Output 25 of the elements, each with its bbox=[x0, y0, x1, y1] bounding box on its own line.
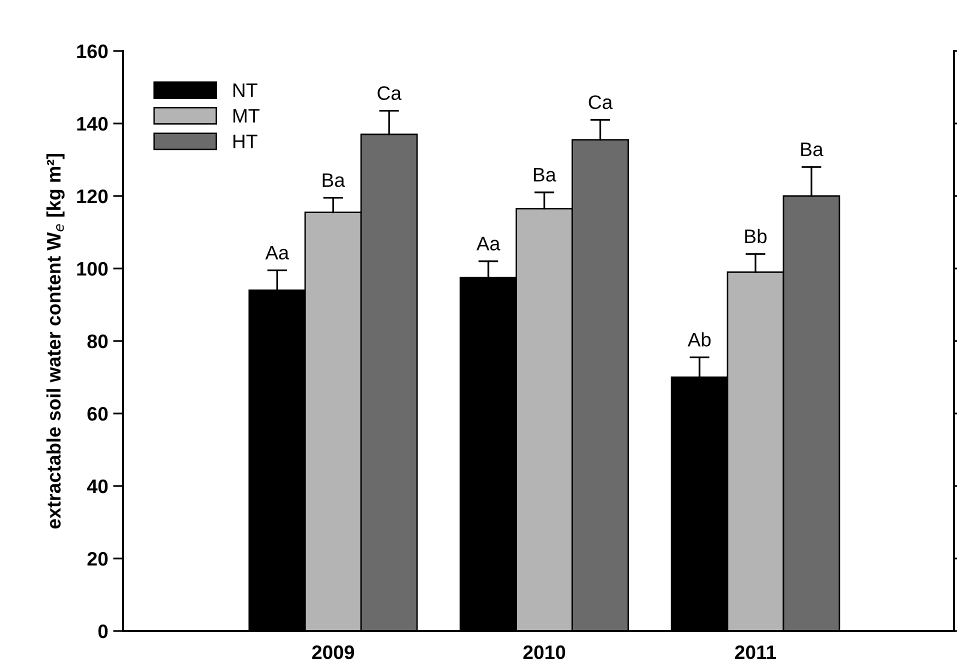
data-label: Bb bbox=[745, 228, 767, 244]
data-label: Ba bbox=[801, 142, 824, 156]
data-label: Ba bbox=[322, 173, 346, 188]
data-label: Ca bbox=[378, 86, 402, 100]
y-tick-label: 140 bbox=[77, 116, 108, 131]
x-tick-label: 2011 bbox=[735, 645, 776, 660]
y-tick-label: 60 bbox=[88, 406, 108, 421]
y-tick-label: 160 bbox=[77, 44, 108, 58]
y-tick-label: 120 bbox=[77, 189, 108, 204]
y-tick-label: 100 bbox=[77, 262, 108, 276]
legend-label: HT bbox=[233, 134, 258, 148]
y-tick-label: 40 bbox=[87, 479, 108, 494]
legend-label: NT bbox=[233, 84, 258, 97]
legend-label: MT bbox=[233, 109, 260, 123]
y-tick-label: 20 bbox=[87, 552, 108, 566]
data-label: Ca bbox=[588, 95, 613, 110]
data-label: Aa bbox=[476, 236, 500, 250]
data-label: Aa bbox=[265, 246, 290, 260]
y-tick-label: 0 bbox=[98, 624, 108, 638]
y-tick-label: 80 bbox=[87, 334, 108, 348]
data-label: Ab bbox=[688, 332, 711, 347]
x-tick-label: 2010 bbox=[523, 645, 566, 660]
x-tick-label: 2009 bbox=[312, 645, 354, 660]
data-label: Ba bbox=[534, 168, 556, 182]
y-axis-title: extractable soil water content W$_{e}$ [kg m²] bbox=[46, 154, 65, 529]
